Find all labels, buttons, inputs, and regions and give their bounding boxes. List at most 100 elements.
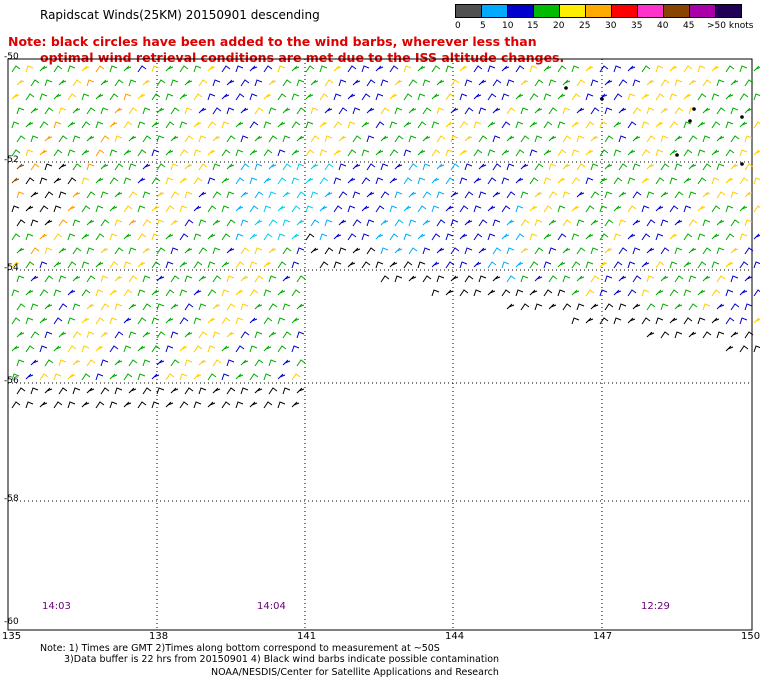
wind-barb — [296, 163, 305, 171]
wind-barb — [324, 107, 333, 114]
wind-barb — [361, 121, 370, 128]
wind-barb — [72, 331, 82, 339]
wind-barb — [627, 317, 636, 324]
wind-barb — [450, 79, 460, 87]
wind-barb — [445, 121, 454, 128]
wind-barb — [39, 317, 48, 324]
wind-barb — [156, 359, 165, 366]
wind-barb — [151, 261, 161, 269]
wind-barb — [422, 247, 431, 255]
wind-barb — [165, 205, 175, 213]
wind-barb — [711, 289, 721, 297]
wind-barb — [739, 289, 748, 296]
wind-barb — [375, 233, 384, 240]
wind-barb — [184, 79, 193, 86]
wind-barb — [613, 177, 623, 185]
legend-label: 0 — [455, 21, 461, 31]
wind-barb — [179, 289, 188, 297]
wind-barb — [100, 247, 109, 254]
wind-barb — [277, 121, 286, 128]
wind-barb — [562, 303, 572, 311]
wind-barb — [520, 163, 529, 170]
wind-barb — [352, 135, 362, 143]
wind-barb — [249, 373, 259, 381]
wind-barb — [548, 79, 557, 87]
wind-barb — [380, 163, 389, 171]
wind-barb — [142, 359, 151, 367]
wind-barb — [156, 247, 166, 255]
wind-barb — [324, 135, 333, 143]
wind-barb — [151, 149, 160, 157]
wind-barb — [557, 233, 567, 241]
wind-barb — [25, 121, 34, 128]
wind-barb — [366, 163, 376, 171]
wind-barb — [282, 331, 292, 339]
wind-barb — [179, 177, 188, 184]
wind-barb — [277, 65, 286, 73]
wind-barb — [207, 317, 216, 324]
wind-barb — [697, 317, 706, 325]
wind-barb — [548, 107, 558, 115]
wind-barb — [403, 149, 412, 157]
wind-barb — [562, 247, 571, 254]
wind-barb — [599, 261, 608, 268]
wind-barb — [599, 65, 609, 73]
wind-barb — [333, 93, 342, 101]
wind-barb — [193, 373, 202, 380]
wind-barb — [277, 373, 286, 380]
wind-barb — [445, 205, 454, 212]
wind-barb — [53, 233, 63, 241]
lon-label: 141 — [297, 631, 317, 642]
wind-barb — [697, 261, 707, 269]
wind-barb — [212, 219, 221, 226]
wind-barb — [394, 275, 403, 283]
wind-barb — [114, 247, 124, 255]
wind-barb — [207, 345, 216, 353]
wind-barb — [660, 219, 669, 227]
wind-barb — [618, 219, 627, 227]
wind-barb — [16, 191, 25, 199]
wind-barb — [753, 93, 760, 101]
wind-barb — [25, 289, 34, 296]
wind-barb — [590, 219, 599, 226]
wind-barb — [669, 205, 679, 213]
wind-barb — [296, 359, 306, 367]
wind-barb — [39, 121, 49, 129]
wind-barb — [520, 135, 530, 143]
wind-barb — [235, 205, 244, 212]
wind-barb — [282, 135, 291, 143]
wind-barb — [249, 233, 258, 240]
wind-barb — [660, 191, 669, 198]
wind-barb — [478, 219, 488, 227]
wind-barb — [170, 191, 180, 199]
wind-barb — [268, 275, 277, 283]
wind-barb — [277, 93, 287, 101]
wind-barb — [310, 135, 320, 143]
wind-barb — [44, 79, 53, 87]
wind-barb — [599, 121, 608, 129]
wind-barb — [753, 121, 760, 129]
wind-barb — [744, 163, 754, 171]
wind-barb — [226, 247, 235, 254]
wind-barb — [646, 191, 655, 199]
wind-barb — [235, 261, 245, 269]
wind-barb — [739, 121, 748, 128]
wind-barb — [16, 219, 26, 227]
wind-barb — [669, 65, 678, 72]
wind-barb — [30, 387, 39, 395]
wind-barb — [179, 317, 189, 325]
wind-barb — [585, 233, 594, 240]
wind-barb — [25, 233, 34, 241]
wind-barb — [445, 177, 455, 185]
wind-barb — [655, 149, 664, 157]
wind-barb — [170, 359, 180, 367]
wind-barb — [240, 275, 249, 282]
wind-barb — [604, 135, 614, 143]
wind-barb — [30, 331, 40, 339]
wind-barb — [193, 317, 202, 325]
wind-barb — [277, 317, 286, 325]
wind-barb — [333, 149, 342, 156]
wind-barb — [431, 177, 440, 184]
wind-barb — [296, 275, 306, 283]
